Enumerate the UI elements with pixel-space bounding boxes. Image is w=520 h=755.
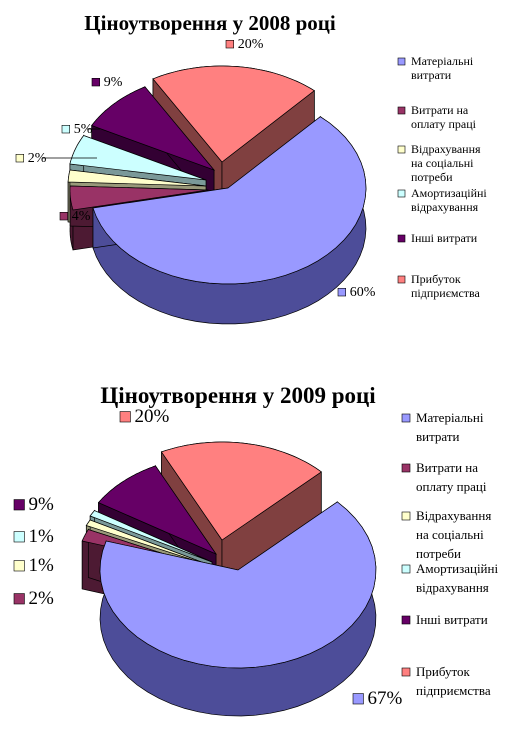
svg-text:9%: 9% (28, 494, 54, 515)
svg-text:Витрати на: Витрати на (411, 103, 469, 117)
svg-text:потреби: потреби (411, 170, 453, 184)
chart-2-data-label-4: 9% (13, 494, 54, 515)
chart-1-data-label-3: 5% (61, 122, 100, 137)
svg-text:підприємства: підприємства (411, 286, 481, 300)
svg-text:1%: 1% (28, 526, 54, 547)
chart-2-legend: Матеріальні витрати Витрати на оплату праці… (401, 410, 498, 698)
svg-text:Прибуток: Прибуток (411, 272, 461, 286)
svg-text:Матеріальні: Матеріальні (416, 410, 484, 425)
chart-1-pie: 60% 4% 2% 5% 9% 20% (15, 37, 376, 325)
svg-text:20%: 20% (238, 37, 264, 52)
chart-2-legend-item-4: Інші витрати (401, 612, 488, 627)
svg-text:2%: 2% (28, 588, 54, 609)
svg-text:4%: 4% (72, 209, 91, 224)
chart-1-data-label-4: 9% (91, 75, 123, 90)
chart-2-data-label-5: 20% (119, 406, 169, 427)
chart-2-data-label-1: 2% (13, 588, 54, 609)
svg-text:2%: 2% (28, 151, 47, 166)
chart-2-legend-item-5: Прибуток підприємства (401, 664, 491, 698)
svg-text:Амортизаційні: Амортизаційні (416, 561, 498, 576)
chart-2-legend-item-3: Амортизаційні відрахування (401, 561, 498, 595)
chart-1-title: Ціноутворення у 2008 році (84, 11, 336, 35)
svg-text:67%: 67% (367, 688, 402, 709)
svg-text:оплату праці: оплату праці (411, 117, 477, 131)
svg-text:Відрахування: Відрахування (411, 142, 481, 156)
svg-text:витрати: витрати (411, 68, 452, 82)
chart-2-data-label-3: 1% (13, 526, 54, 547)
svg-text:Амортизаційні: Амортизаційні (411, 186, 487, 200)
chart-1-slice-0 (92, 115, 367, 325)
svg-text:Прибуток: Прибуток (416, 664, 470, 679)
svg-text:витрати: витрати (416, 429, 460, 444)
chart-2-title: Ціноутворення у 2009 році (100, 383, 376, 408)
svg-text:Відрахування: Відрахування (416, 508, 491, 523)
chart-2-pie: 67% 2% 1% 1% 9% 20% (13, 406, 402, 717)
svg-text:оплату праці: оплату праці (416, 479, 487, 494)
svg-text:Матеріальні: Матеріальні (411, 54, 474, 68)
svg-text:1%: 1% (28, 555, 54, 576)
svg-text:Інші витрати: Інші витрати (411, 231, 478, 245)
chart-2-legend-item-2: Відрахування на соціальні потреби (401, 508, 491, 561)
svg-text:на соціальні: на соціальні (416, 527, 484, 542)
svg-text:відрахування: відрахування (416, 580, 489, 595)
svg-text:20%: 20% (134, 406, 169, 427)
chart-1-data-label-2: 2% (15, 151, 97, 166)
chart-2-data-label-2: 1% (13, 555, 54, 576)
chart-2-slice-0 (99, 501, 377, 717)
svg-text:підприємства: підприємства (416, 683, 491, 698)
chart-2-legend-item-0: Матеріальні витрати (401, 410, 484, 444)
svg-text:Інші витрати: Інші витрати (416, 612, 488, 627)
chart-1-data-label-1: 4% (59, 209, 91, 224)
svg-text:відрахування: відрахування (411, 200, 479, 214)
svg-text:потреби: потреби (416, 546, 461, 561)
chart-2-data-label-0: 67% (352, 688, 402, 709)
chart-1-data-label-5: 20% (225, 37, 264, 52)
svg-text:Витрати на: Витрати на (416, 460, 478, 475)
svg-text:9%: 9% (104, 75, 123, 90)
chart-1-legend-item-4: Інші витрати (397, 231, 478, 245)
svg-text:60%: 60% (350, 285, 376, 300)
svg-text:на соціальні: на соціальні (411, 156, 474, 170)
svg-text:5%: 5% (74, 122, 93, 137)
chart-2-legend-item-1: Витрати на оплату праці (401, 460, 487, 494)
chart-1-data-label-0: 60% (337, 285, 376, 300)
